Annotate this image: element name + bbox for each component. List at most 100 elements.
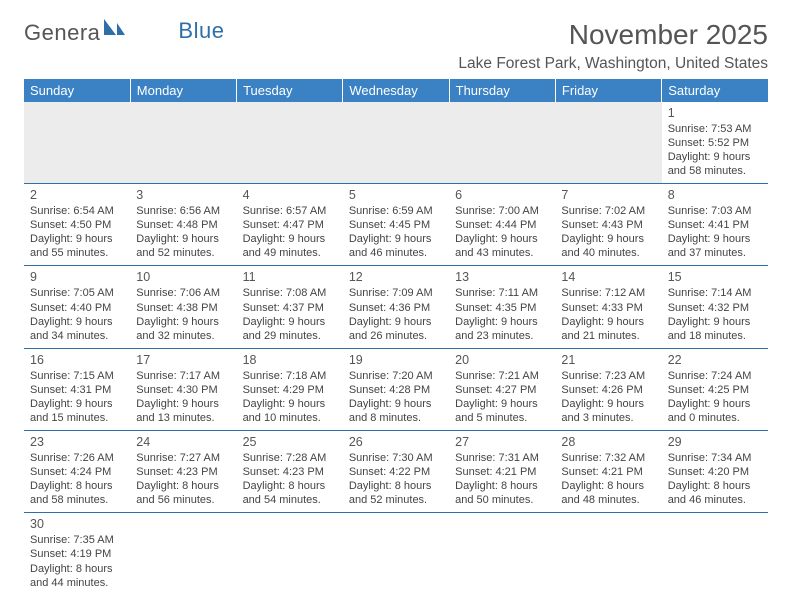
- logo-text-1: Genera: [24, 20, 100, 46]
- daylight-text: Daylight: 9 hours and 0 minutes.: [668, 397, 762, 425]
- empty-cell: [343, 102, 449, 184]
- day-number: 25: [243, 434, 337, 450]
- day-cell: 11Sunrise: 7:08 AMSunset: 4:37 PMDayligh…: [237, 266, 343, 348]
- day-number: 6: [455, 187, 549, 203]
- daylight-text: Daylight: 9 hours and 10 minutes.: [243, 397, 337, 425]
- day-number: 21: [561, 352, 655, 368]
- day-number: 5: [349, 187, 443, 203]
- day-cell: 30Sunrise: 7:35 AMSunset: 4:19 PMDayligh…: [24, 513, 130, 595]
- week-row: 1Sunrise: 7:53 AMSunset: 5:52 PMDaylight…: [24, 102, 768, 184]
- sunrise-text: Sunrise: 7:20 AM: [349, 369, 443, 383]
- daylight-text: Daylight: 9 hours and 34 minutes.: [30, 315, 124, 343]
- sunset-text: Sunset: 4:27 PM: [455, 383, 549, 397]
- daylight-text: Daylight: 8 hours and 58 minutes.: [30, 479, 124, 507]
- daylight-text: Daylight: 9 hours and 32 minutes.: [136, 315, 230, 343]
- daylight-text: Daylight: 9 hours and 52 minutes.: [136, 232, 230, 260]
- day-cell: 17Sunrise: 7:17 AMSunset: 4:30 PMDayligh…: [130, 348, 236, 430]
- day-header: Saturday: [662, 79, 768, 102]
- day-cell: 9Sunrise: 7:05 AMSunset: 4:40 PMDaylight…: [24, 266, 130, 348]
- daylight-text: Daylight: 8 hours and 56 minutes.: [136, 479, 230, 507]
- sunset-text: Sunset: 4:33 PM: [561, 301, 655, 315]
- daylight-text: Daylight: 9 hours and 29 minutes.: [243, 315, 337, 343]
- daylight-text: Daylight: 9 hours and 37 minutes.: [668, 232, 762, 260]
- daylight-text: Daylight: 8 hours and 48 minutes.: [561, 479, 655, 507]
- empty-cell: [555, 102, 661, 184]
- day-number: 9: [30, 269, 124, 285]
- sunrise-text: Sunrise: 7:17 AM: [136, 369, 230, 383]
- sunrise-text: Sunrise: 7:14 AM: [668, 286, 762, 300]
- sunrise-text: Sunrise: 7:28 AM: [243, 451, 337, 465]
- logo: Genera Blue: [24, 20, 224, 46]
- sunset-text: Sunset: 4:47 PM: [243, 218, 337, 232]
- day-number: 22: [668, 352, 762, 368]
- day-number: 12: [349, 269, 443, 285]
- sunrise-text: Sunrise: 7:18 AM: [243, 369, 337, 383]
- day-number: 13: [455, 269, 549, 285]
- logo-text-2: Blue: [128, 18, 224, 44]
- empty-cell: [237, 513, 343, 595]
- sail-icon: [102, 17, 126, 43]
- daylight-text: Daylight: 9 hours and 46 minutes.: [349, 232, 443, 260]
- calendar-table: SundayMondayTuesdayWednesdayThursdayFrid…: [24, 79, 768, 595]
- day-number: 14: [561, 269, 655, 285]
- sunrise-text: Sunrise: 7:05 AM: [30, 286, 124, 300]
- sunrise-text: Sunrise: 7:15 AM: [30, 369, 124, 383]
- day-number: 27: [455, 434, 549, 450]
- day-cell: 8Sunrise: 7:03 AMSunset: 4:41 PMDaylight…: [662, 184, 768, 266]
- day-cell: 15Sunrise: 7:14 AMSunset: 4:32 PMDayligh…: [662, 266, 768, 348]
- daylight-text: Daylight: 9 hours and 15 minutes.: [30, 397, 124, 425]
- daylight-text: Daylight: 9 hours and 55 minutes.: [30, 232, 124, 260]
- daylight-text: Daylight: 9 hours and 23 minutes.: [455, 315, 549, 343]
- day-cell: 5Sunrise: 6:59 AMSunset: 4:45 PMDaylight…: [343, 184, 449, 266]
- day-number: 23: [30, 434, 124, 450]
- sunset-text: Sunset: 4:25 PM: [668, 383, 762, 397]
- day-cell: 13Sunrise: 7:11 AMSunset: 4:35 PMDayligh…: [449, 266, 555, 348]
- day-number: 19: [349, 352, 443, 368]
- day-cell: 7Sunrise: 7:02 AMSunset: 4:43 PMDaylight…: [555, 184, 661, 266]
- day-cell: 19Sunrise: 7:20 AMSunset: 4:28 PMDayligh…: [343, 348, 449, 430]
- empty-cell: [555, 513, 661, 595]
- sunrise-text: Sunrise: 7:30 AM: [349, 451, 443, 465]
- daylight-text: Daylight: 9 hours and 40 minutes.: [561, 232, 655, 260]
- sunrise-text: Sunrise: 7:27 AM: [136, 451, 230, 465]
- day-number: 15: [668, 269, 762, 285]
- sunset-text: Sunset: 4:31 PM: [30, 383, 124, 397]
- day-number: 24: [136, 434, 230, 450]
- day-cell: 28Sunrise: 7:32 AMSunset: 4:21 PMDayligh…: [555, 431, 661, 513]
- sunset-text: Sunset: 5:52 PM: [668, 136, 762, 150]
- sunset-text: Sunset: 4:45 PM: [349, 218, 443, 232]
- day-number: 1: [668, 105, 762, 121]
- daylight-text: Daylight: 9 hours and 26 minutes.: [349, 315, 443, 343]
- sunset-text: Sunset: 4:19 PM: [30, 547, 124, 561]
- sunrise-text: Sunrise: 6:57 AM: [243, 204, 337, 218]
- sunrise-text: Sunrise: 7:11 AM: [455, 286, 549, 300]
- daylight-text: Daylight: 8 hours and 44 minutes.: [30, 562, 124, 590]
- empty-cell: [343, 513, 449, 595]
- sunset-text: Sunset: 4:44 PM: [455, 218, 549, 232]
- sunrise-text: Sunrise: 7:31 AM: [455, 451, 549, 465]
- sunrise-text: Sunrise: 6:54 AM: [30, 204, 124, 218]
- day-number: 16: [30, 352, 124, 368]
- sunset-text: Sunset: 4:35 PM: [455, 301, 549, 315]
- sunrise-text: Sunrise: 7:24 AM: [668, 369, 762, 383]
- day-number: 4: [243, 187, 337, 203]
- sunset-text: Sunset: 4:23 PM: [243, 465, 337, 479]
- day-cell: 16Sunrise: 7:15 AMSunset: 4:31 PMDayligh…: [24, 348, 130, 430]
- sunset-text: Sunset: 4:32 PM: [668, 301, 762, 315]
- sunrise-text: Sunrise: 7:03 AM: [668, 204, 762, 218]
- day-cell: 24Sunrise: 7:27 AMSunset: 4:23 PMDayligh…: [130, 431, 236, 513]
- sunrise-text: Sunrise: 7:32 AM: [561, 451, 655, 465]
- empty-cell: [449, 513, 555, 595]
- day-number: 18: [243, 352, 337, 368]
- daylight-text: Daylight: 8 hours and 54 minutes.: [243, 479, 337, 507]
- sunrise-text: Sunrise: 7:12 AM: [561, 286, 655, 300]
- sunrise-text: Sunrise: 7:35 AM: [30, 533, 124, 547]
- sunrise-text: Sunrise: 6:56 AM: [136, 204, 230, 218]
- day-cell: 23Sunrise: 7:26 AMSunset: 4:24 PMDayligh…: [24, 431, 130, 513]
- day-number: 26: [349, 434, 443, 450]
- day-header-row: SundayMondayTuesdayWednesdayThursdayFrid…: [24, 79, 768, 102]
- sunset-text: Sunset: 4:28 PM: [349, 383, 443, 397]
- day-number: 20: [455, 352, 549, 368]
- sunrise-text: Sunrise: 7:09 AM: [349, 286, 443, 300]
- sunset-text: Sunset: 4:48 PM: [136, 218, 230, 232]
